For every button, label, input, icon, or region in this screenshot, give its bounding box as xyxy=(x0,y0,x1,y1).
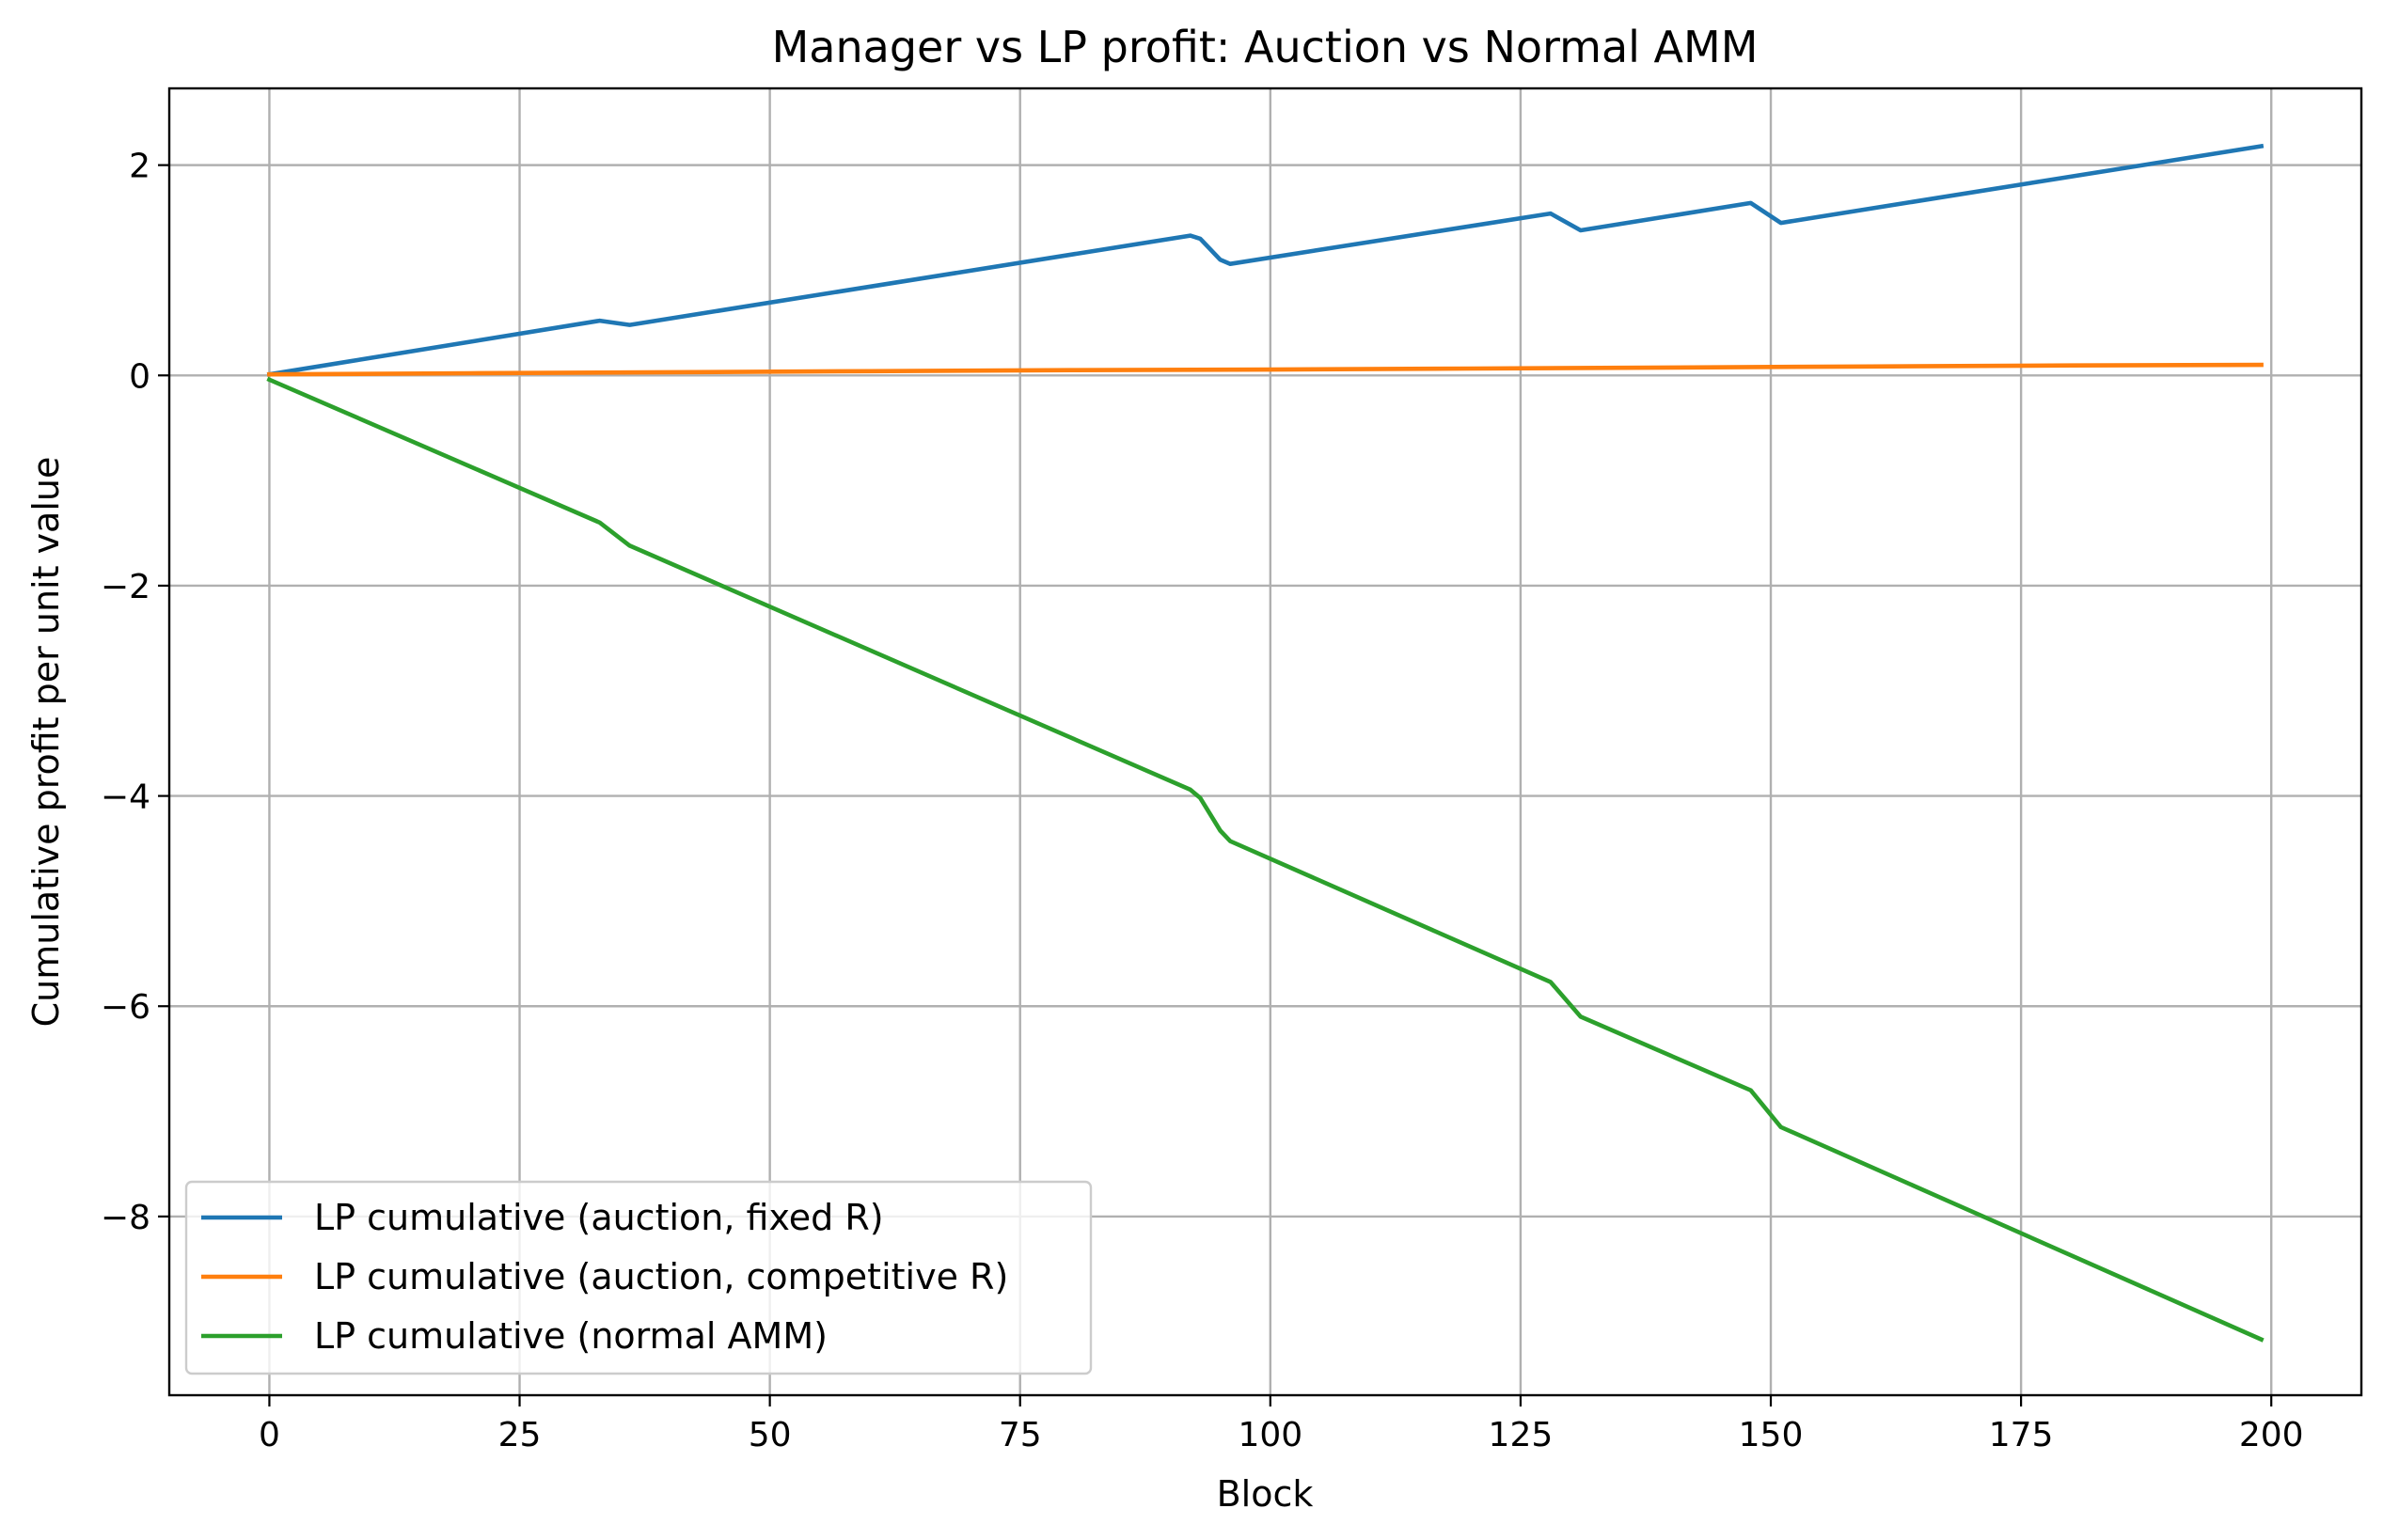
x-tick-label: 200 xyxy=(2239,1416,2304,1454)
y-tick-label: 2 xyxy=(129,148,150,186)
y-tick-label: −6 xyxy=(101,988,150,1027)
x-tick-label: 100 xyxy=(1238,1416,1302,1454)
y-tick-label: −8 xyxy=(101,1199,150,1237)
grid-lines xyxy=(169,88,2361,1395)
axis-ticks: 0 25 50 75 100 125 150 175 200 2 0 −2 −4 −6 −8 xyxy=(101,148,2304,1454)
series-line-1 xyxy=(266,143,2265,377)
y-tick-label: −4 xyxy=(101,778,150,817)
x-tick-label: 0 xyxy=(259,1416,280,1454)
legend-label-1: LP cumulative (auction, fixed R) xyxy=(314,1197,884,1238)
legend-label-3: LP cumulative (normal AMM) xyxy=(314,1315,828,1357)
x-tick-label: 50 xyxy=(749,1416,792,1454)
legend: LP cumulative (auction, fixed R) LP cumul… xyxy=(184,1180,1093,1375)
y-tick-label: 0 xyxy=(129,357,150,396)
x-tick-label: 175 xyxy=(1989,1416,2054,1454)
legend-box xyxy=(184,1180,1093,1375)
plot-frame xyxy=(167,86,2363,1397)
x-tick-label: 125 xyxy=(1489,1416,1554,1454)
chart-title: Manager vs LP profit: Auction vs Normal … xyxy=(772,22,1759,72)
series-lines xyxy=(266,143,2265,1343)
x-tick-label: 150 xyxy=(1739,1416,1804,1454)
legend-label-2: LP cumulative (auction, competitive R) xyxy=(314,1256,1008,1297)
x-axis-label: Block xyxy=(1217,1473,1314,1515)
x-tick-label: 75 xyxy=(999,1416,1042,1454)
y-tick-label: −2 xyxy=(101,568,150,606)
series-line-2 xyxy=(267,362,2264,377)
series-line-3 xyxy=(266,376,2265,1343)
x-tick-label: 25 xyxy=(498,1416,542,1454)
y-axis-label: Cumulative profit per unit value xyxy=(25,457,67,1028)
